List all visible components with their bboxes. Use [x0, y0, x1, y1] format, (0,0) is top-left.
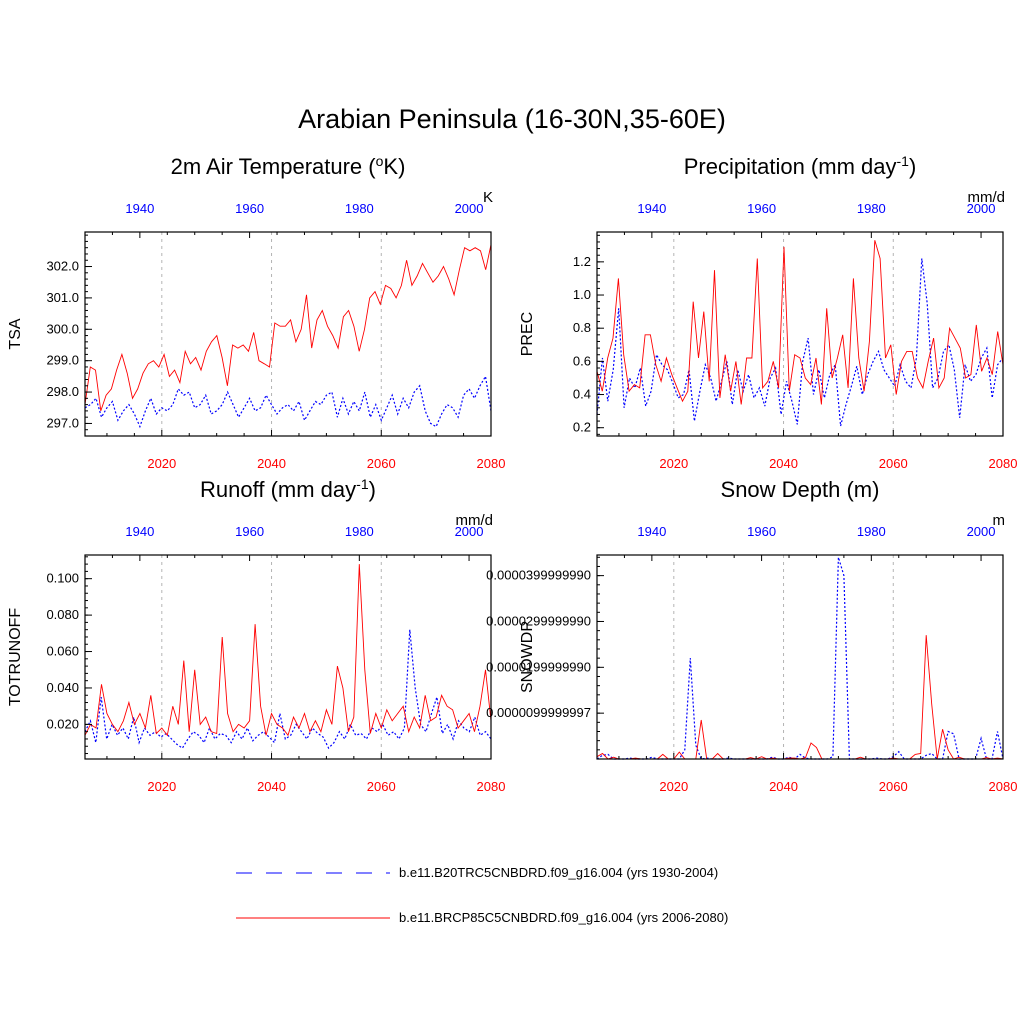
units-label: m [993, 512, 1006, 529]
historical-series-line [596, 258, 1004, 427]
panel-title-sup: o [376, 153, 384, 169]
x-tick-label-bottom: 2060 [367, 779, 396, 794]
panel-title-end: K) [383, 154, 405, 179]
future-series-line [84, 564, 492, 737]
x-tick-label-top: 1980 [345, 201, 374, 216]
historical-series-line [84, 374, 492, 429]
panel-title-end: ) [909, 154, 916, 179]
x-tick-label-top: 1940 [125, 524, 154, 539]
panel-title-main: Runoff (mm day [200, 477, 356, 502]
legend-historical-label: b.e11.B20TRC5CNBDRD.f09_g16.004 (yrs 193… [399, 865, 718, 880]
x-tick-label-bottom: 2020 [147, 456, 176, 471]
x-tick-label-top: 1960 [235, 201, 264, 216]
y-tick-label: 301.0 [46, 290, 79, 305]
panel-1: 2m Air Temperature (oK) K TSA 2020 2040 2060 2… [7, 153, 505, 471]
plot-frame [84, 554, 492, 760]
y-tick-label: 0.0000199999990 [486, 659, 591, 674]
x-tick-label-top: 2000 [455, 201, 484, 216]
y-tick-label: 0.4 [573, 387, 591, 402]
y-tick-label: 1.2 [573, 254, 591, 269]
x-tick-label-bottom: 2040 [769, 456, 798, 471]
y-tick-label: 298.0 [46, 384, 79, 399]
panel-title-main: Snow Depth (m) [721, 477, 880, 502]
x-tick-label-bottom: 2020 [659, 456, 688, 471]
panel-title: Precipitation (mm day-1) [684, 153, 917, 179]
panel-3: Runoff (mm day-1) mm/d TOTRUNOFF 2020 2040 20… [7, 476, 505, 794]
x-tick-label-bottom: 2040 [257, 779, 286, 794]
y-tick-label: 0.0000099999997 [486, 705, 591, 720]
panel-title: Runoff (mm day-1) [200, 476, 376, 502]
x-tick-label-top: 1980 [345, 524, 374, 539]
y-axis-label: TOTRUNOFF [7, 608, 24, 707]
x-tick-label-top: 1940 [125, 201, 154, 216]
panel-title-sup: -1 [896, 153, 909, 169]
x-tick-label-top: 1960 [747, 201, 776, 216]
units-label: K [483, 189, 493, 206]
x-tick-label-top: 2000 [455, 524, 484, 539]
y-tick-label: 1.0 [573, 287, 591, 302]
x-tick-label-bottom: 2080 [477, 779, 506, 794]
panel-title: 2m Air Temperature (oK) [171, 153, 406, 179]
x-tick-label-top: 1940 [637, 524, 666, 539]
y-tick-label: 0.2 [573, 420, 591, 435]
x-tick-label-bottom: 2020 [659, 779, 688, 794]
y-tick-label: 0.040 [46, 680, 79, 695]
units-label: mm/d [968, 189, 1006, 206]
plot-frame [596, 554, 1004, 760]
plot-frame [596, 231, 1004, 437]
y-tick-label: 302.0 [46, 259, 79, 274]
panel-2: Precipitation (mm day-1) mm/d PREC 2020 2040… [519, 153, 1017, 471]
legend: b.e11.B20TRC5CNBDRD.f09_g16.004 (yrs 193… [236, 865, 728, 925]
x-tick-label-bottom: 2040 [257, 456, 286, 471]
x-tick-label-bottom: 2080 [989, 779, 1018, 794]
x-tick-label-top: 1960 [747, 524, 776, 539]
y-tick-label: 0.100 [46, 571, 79, 586]
y-tick-label: 0.0000399999990 [486, 568, 591, 583]
panel-4: Snow Depth (m) m SNOWDP 2020 2040 2060 2080 194… [486, 477, 1017, 794]
future-series-line [596, 635, 1004, 760]
panel-title-main: 2m Air Temperature ( [171, 154, 377, 179]
x-tick-label-top: 2000 [967, 201, 996, 216]
panel-title-sup: -1 [356, 476, 369, 492]
figure-title: Arabian Peninsula (16-30N,35-60E) [298, 104, 726, 134]
x-tick-label-top: 1940 [637, 201, 666, 216]
y-tick-label: 300.0 [46, 321, 79, 336]
y-tick-label: 297.0 [46, 415, 79, 430]
x-tick-label-top: 2000 [967, 524, 996, 539]
y-tick-label: 0.6 [573, 353, 591, 368]
y-axis-label: SNOWDP [519, 621, 536, 693]
units-label: mm/d [456, 512, 494, 529]
x-tick-label-bottom: 2060 [367, 456, 396, 471]
panel-title: Snow Depth (m) [721, 477, 880, 502]
panel-title-end: ) [369, 477, 376, 502]
x-tick-label-bottom: 2020 [147, 779, 176, 794]
plot-frame [84, 231, 492, 437]
x-tick-label-top: 1960 [235, 524, 264, 539]
x-tick-label-bottom: 2080 [989, 456, 1018, 471]
y-axis-label: PREC [519, 312, 536, 356]
y-tick-label: 0.8 [573, 320, 591, 335]
x-tick-label-top: 1980 [857, 524, 886, 539]
historical-series-line [84, 629, 492, 750]
y-tick-label: 0.080 [46, 607, 79, 622]
panel-title-main: Precipitation (mm day [684, 154, 897, 179]
future-series-line [84, 244, 492, 412]
y-axis-label: TSA [7, 318, 24, 349]
y-tick-label: 299.0 [46, 353, 79, 368]
x-tick-label-bottom: 2080 [477, 456, 506, 471]
historical-series-line [596, 557, 1004, 760]
y-tick-label: 0.0000299999990 [486, 613, 591, 628]
future-series-line [596, 240, 1004, 405]
x-tick-label-bottom: 2060 [879, 456, 908, 471]
x-tick-label-bottom: 2040 [769, 779, 798, 794]
y-tick-label: 0.020 [46, 716, 79, 731]
legend-future-label: b.e11.BRCP85C5CNBDRD.f09_g16.004 (yrs 20… [399, 910, 728, 925]
x-tick-label-top: 1980 [857, 201, 886, 216]
x-tick-label-bottom: 2060 [879, 779, 908, 794]
y-tick-label: 0.060 [46, 644, 79, 659]
